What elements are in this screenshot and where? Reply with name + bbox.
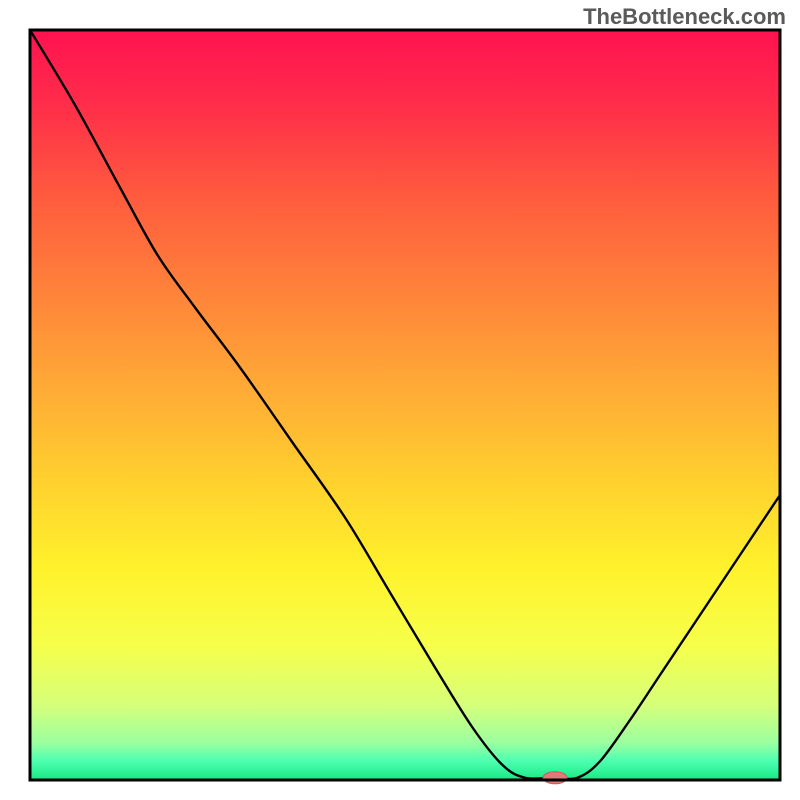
optimum-marker [543, 772, 567, 784]
watermark-text: TheBottleneck.com [583, 4, 786, 30]
bottleneck-chart: TheBottleneck.com [0, 0, 800, 800]
plot-background [30, 30, 780, 780]
chart-svg [0, 0, 800, 800]
